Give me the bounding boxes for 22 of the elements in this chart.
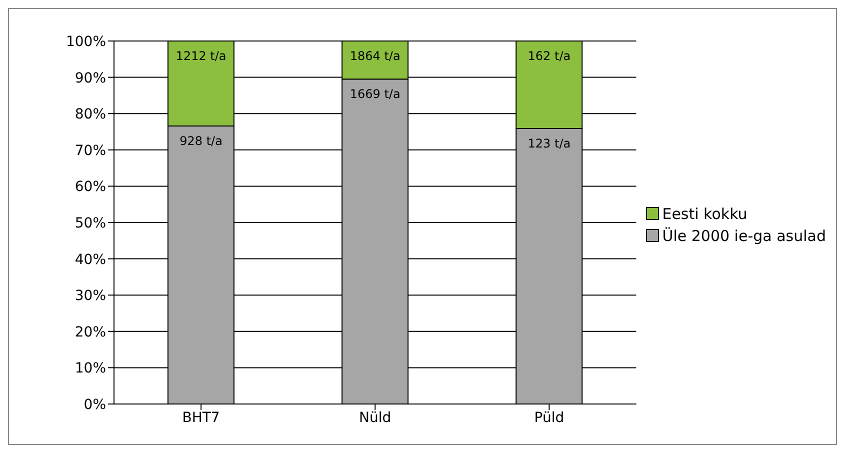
x-tick-label: Püld: [534, 410, 564, 426]
annotation: 1864 t/a: [350, 49, 400, 63]
y-tick-label: 60%: [74, 179, 106, 196]
y-tick-label: 20%: [74, 324, 106, 340]
annotation: 1669 t/a: [350, 87, 400, 102]
y-tick-label: 10%: [74, 360, 106, 377]
y-tick-label: 100%: [66, 34, 106, 50]
y-tick-label: 90%: [74, 70, 106, 86]
y-tick-label: 80%: [74, 106, 106, 123]
y-tick-label: 0%: [84, 396, 106, 413]
y-tick-label: 70%: [74, 142, 106, 159]
x-tick-label: BHT7: [182, 410, 220, 426]
annotation: 162 t/a: [528, 49, 571, 63]
legend-label: Eesti kokku: [662, 204, 748, 222]
y-tick-label: 40%: [74, 252, 106, 268]
y-tick-label: 30%: [74, 288, 106, 304]
legend-label: Üle 2000 ie-ga asulad: [662, 226, 826, 244]
annotation: 1212 t/a: [176, 49, 226, 63]
y-tick-label: 50%: [74, 215, 106, 232]
annotation: 928 t/a: [180, 134, 222, 148]
annotation: 123 t/a: [528, 136, 571, 150]
x-tick-label: Nüld: [359, 410, 392, 426]
